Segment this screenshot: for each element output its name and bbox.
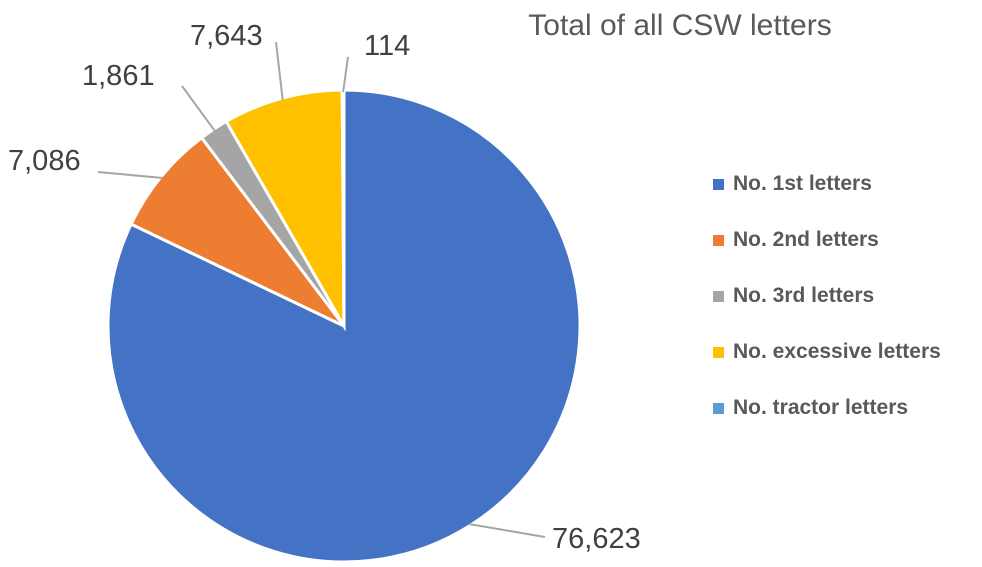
legend-swatch-no-2nd-letters: [713, 235, 724, 246]
data-label-no-excessive-letters: 7,643: [190, 20, 263, 52]
data-label-no-3rd-letters: 1,861: [82, 60, 155, 92]
legend-label-no-3rd-letters: No. 3rd letters: [733, 284, 874, 307]
data-label-no-2nd-letters: 7,086: [8, 145, 81, 177]
legend-label-no-tractor-letters: No. tractor letters: [733, 396, 908, 419]
leader-line-no-3rd-letters: [181, 85, 216, 132]
legend-label-no-excessive-letters: No. excessive letters: [733, 340, 941, 363]
legend-swatch-no-1st-letters: [713, 179, 724, 190]
slice-no-tractor-letters: [340, 88, 346, 327]
slice-no-2nd-letters: [129, 135, 346, 328]
chart-title: Total of all CSW letters: [528, 9, 831, 42]
data-label-no-1st-letters: 76,623: [552, 523, 641, 555]
data-labels: 76,623 7,086 1,861 7,643 114: [8, 20, 641, 555]
pie-slices: [106, 88, 582, 564]
leader-lines: [97, 41, 546, 538]
legend-swatch-no-3rd-letters: [713, 291, 724, 302]
leader-line-no-tractor-letters: [342, 56, 349, 93]
legend-label-no-1st-letters: No. 1st letters: [733, 172, 872, 195]
legend-swatch-no-excessive-letters: [713, 347, 724, 358]
legend: No. 1st letters No. 2nd letters No. 3rd le…: [713, 172, 941, 419]
legend-swatch-no-tractor-letters: [713, 403, 724, 414]
leader-line-no-2nd-letters: [97, 171, 163, 179]
leader-line-no-1st-letters: [468, 522, 546, 538]
data-label-no-tractor-letters: 114: [364, 30, 410, 62]
legend-label-no-2nd-letters: No. 2nd letters: [733, 228, 879, 251]
leader-line-no-excessive-letters: [275, 41, 284, 101]
